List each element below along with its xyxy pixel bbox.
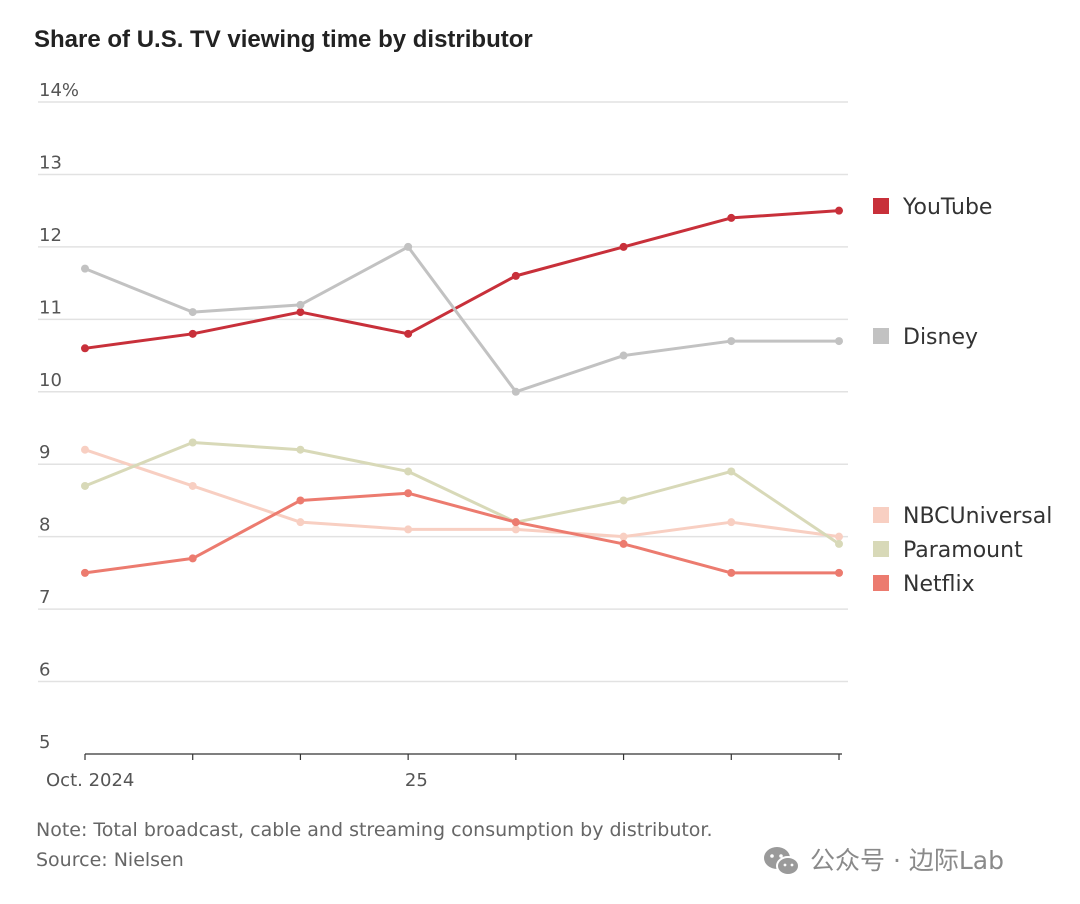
- data-point: [188, 329, 197, 338]
- data-point: [296, 445, 305, 454]
- y-tick-label: 7: [39, 587, 50, 608]
- watermark-text: 公众号 · 边际Lab: [810, 846, 1004, 875]
- y-tick-label: 10: [39, 370, 62, 391]
- data-point: [835, 539, 843, 548]
- data-point: [511, 525, 520, 534]
- data-point: [727, 568, 736, 577]
- data-point: [188, 481, 197, 490]
- data-point: [81, 568, 89, 577]
- data-point: [511, 518, 520, 527]
- data-point: [619, 539, 628, 548]
- series-line: [83, 245, 841, 394]
- legend-swatch: [873, 507, 889, 523]
- data-point: [296, 496, 305, 505]
- series-line: [83, 448, 841, 539]
- data-point: [404, 242, 413, 251]
- data-point: [81, 344, 89, 353]
- data-point: [727, 213, 736, 222]
- legend-label: NBCUniversal: [903, 504, 1052, 529]
- watermark: 公众号 · 边际Lab: [764, 846, 1004, 876]
- y-tick-label: 8: [39, 515, 50, 536]
- data-point: [511, 271, 520, 280]
- data-point: [835, 337, 843, 346]
- y-tick-label: 13: [39, 152, 62, 173]
- legend-label: Netflix: [903, 572, 975, 597]
- y-tick-label: 14%: [39, 80, 79, 101]
- y-tick-label: 6: [39, 660, 50, 681]
- y-tick-label: 5: [39, 732, 50, 753]
- y-tick-label: 11: [39, 297, 62, 318]
- y-tick-label: 9: [39, 442, 50, 463]
- data-point: [296, 300, 305, 309]
- series-line: [83, 440, 841, 546]
- legend-label: Disney: [903, 325, 978, 350]
- series-netflix: [81, 489, 843, 577]
- data-point: [296, 518, 305, 527]
- data-point: [727, 467, 736, 476]
- legend-label: Paramount: [903, 538, 1023, 563]
- y-axis-ticks: 5 6 7 8 9 10 11 12 13 14%: [39, 80, 79, 753]
- data-point: [835, 532, 843, 541]
- x-axis: Oct. 2024 25: [46, 753, 842, 791]
- series-paramount: [81, 438, 843, 548]
- chart-source: Source: Nielsen: [36, 849, 184, 871]
- gridlines: [38, 101, 848, 683]
- x-tick-label: 25: [399, 770, 428, 791]
- data-point: [619, 242, 628, 251]
- data-point: [835, 206, 843, 215]
- data-point: [296, 308, 305, 317]
- data-point: [835, 568, 843, 577]
- legend: YouTube Disney NBCUniversal Paramount Netfli…: [873, 195, 1052, 597]
- data-point: [727, 518, 736, 527]
- data-point: [511, 387, 520, 396]
- data-point: [404, 329, 413, 338]
- data-point: [81, 445, 89, 454]
- data-point: [188, 438, 197, 447]
- chart-note: Note: Total broadcast, cable and streami…: [36, 819, 713, 841]
- data-point: [404, 489, 413, 498]
- y-tick-label: 12: [39, 225, 62, 246]
- legend-label: YouTube: [902, 195, 992, 220]
- data-point: [188, 554, 197, 563]
- wechat-icon: [764, 847, 800, 876]
- series-nbcuniversal: [81, 445, 843, 541]
- data-point: [727, 337, 736, 346]
- series-disney: [81, 242, 843, 396]
- data-point: [404, 467, 413, 476]
- chart-title: Share of U.S. TV viewing time by distrib…: [34, 26, 533, 53]
- data-point: [81, 264, 89, 273]
- data-point: [404, 525, 413, 534]
- x-tick-label: Oct. 2024: [46, 770, 134, 791]
- data-point: [188, 308, 197, 317]
- legend-swatch: [873, 541, 889, 557]
- legend-swatch: [873, 575, 889, 591]
- data-point: [81, 481, 89, 490]
- data-point: [619, 496, 628, 505]
- series-youtube: [81, 206, 843, 353]
- data-point: [619, 532, 628, 541]
- legend-swatch: [873, 198, 889, 214]
- series-line: [83, 491, 841, 575]
- legend-swatch: [873, 328, 889, 344]
- series-line: [83, 209, 841, 350]
- series-lines: [81, 206, 843, 577]
- data-point: [619, 351, 628, 360]
